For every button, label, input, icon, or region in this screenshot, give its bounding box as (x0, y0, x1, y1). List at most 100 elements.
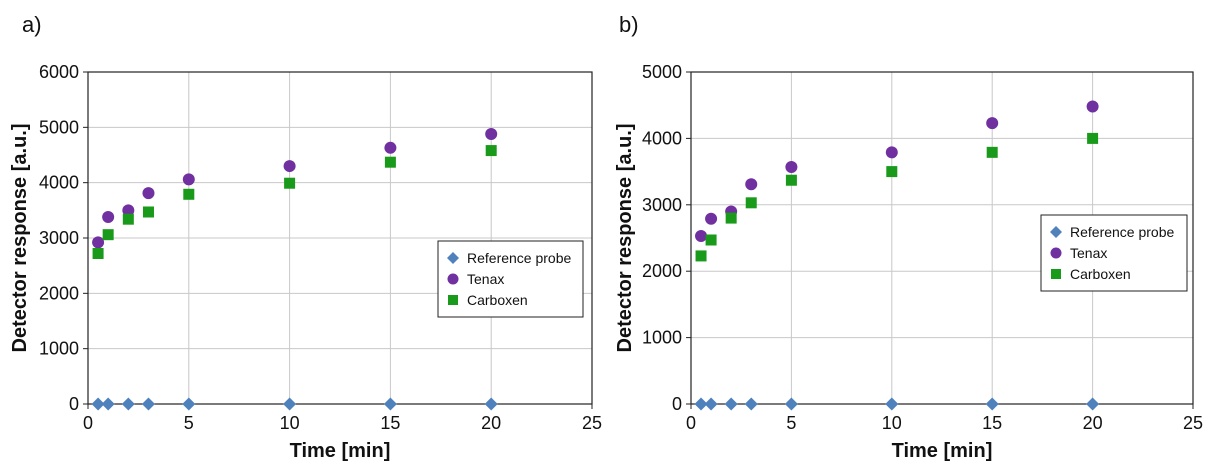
legend-label: Reference probe (467, 250, 572, 266)
x-tick-label: 0 (83, 413, 93, 433)
x-tick-label: 15 (380, 413, 400, 433)
data-point (92, 236, 105, 249)
legend-box (437, 240, 584, 318)
y-tick-label: 2000 (642, 261, 682, 281)
data-point (986, 117, 999, 130)
y-tick-label: 4000 (39, 173, 79, 193)
data-point (724, 397, 738, 411)
x-tick-label: 5 (786, 413, 796, 433)
y-tick-label: 1000 (642, 328, 682, 348)
plot-frame (690, 71, 1194, 405)
data-point (986, 146, 998, 158)
data-point (745, 178, 758, 191)
x-tick-label: 15 (982, 413, 1002, 433)
y-tick-label: 3000 (642, 195, 682, 215)
x-tick-label: 25 (1183, 413, 1203, 433)
data-point (91, 397, 105, 411)
data-point (785, 174, 797, 186)
y-axis-title: Detector response [a.u.] (614, 124, 636, 353)
series-carboxen (695, 132, 1099, 262)
x-axis-title: Time [min] (290, 440, 391, 462)
legend-marker (1050, 226, 1062, 238)
series-carboxen (92, 145, 497, 259)
legend-marker (447, 273, 459, 285)
data-point (183, 188, 195, 200)
y-tick-label: 2000 (39, 283, 79, 303)
legend-marker (448, 295, 458, 305)
legend: Reference probe Tenax Carboxen (437, 240, 584, 318)
data-point (1086, 397, 1100, 411)
panel-label-b: b) (619, 12, 639, 37)
series-reference-probe (694, 397, 1100, 411)
x-tick-label: 25 (582, 413, 602, 433)
data-point (283, 160, 296, 173)
y-tick-label: 5000 (642, 62, 682, 82)
data-point (102, 210, 115, 223)
x-tick-label: 20 (1083, 413, 1103, 433)
data-point (705, 234, 717, 246)
series-tenax (695, 100, 1099, 243)
series-reference-probe (91, 397, 498, 411)
data-point (102, 229, 114, 241)
data-point (885, 146, 898, 159)
x-axis-title: Time [min] (892, 440, 993, 462)
data-point (122, 204, 135, 217)
legend-marker (1050, 247, 1062, 259)
data-point (92, 247, 104, 259)
data-point (695, 230, 708, 243)
data-point (705, 212, 718, 225)
x-tick-label: 0 (686, 413, 696, 433)
y-tick-label: 0 (672, 394, 682, 414)
data-point (182, 397, 196, 411)
data-point (694, 397, 708, 411)
data-point (182, 173, 195, 186)
legend-label: Carboxen (467, 292, 528, 308)
data-point (485, 127, 498, 140)
data-point (141, 397, 155, 411)
data-point (142, 187, 155, 200)
data-point (985, 397, 999, 411)
y-tick-label: 5000 (39, 117, 79, 137)
data-point (101, 397, 115, 411)
data-point (142, 206, 154, 218)
data-point (383, 397, 397, 411)
grid (87, 71, 593, 405)
legend-label: Tenax (1070, 245, 1107, 261)
y-tick-label: 0 (69, 394, 79, 414)
legend-label: Carboxen (1070, 266, 1131, 282)
data-point (725, 212, 737, 224)
panel-label-a: a) (22, 12, 42, 37)
data-point (704, 397, 718, 411)
y-tick-label: 1000 (39, 339, 79, 359)
y-axis-title: Detector response [a.u.] (9, 124, 31, 353)
legend-box (1040, 214, 1188, 292)
data-point (784, 397, 798, 411)
chart-a: 0 5 10 15 20 25 0 1000 2000 3000 4000 5000 6000 Time … (9, 62, 602, 462)
data-point (785, 160, 798, 173)
data-point (384, 156, 396, 168)
x-tick-label: 20 (481, 413, 501, 433)
data-point (121, 397, 135, 411)
y-tick-label: 6000 (39, 62, 79, 82)
data-point (284, 177, 296, 189)
x-tick-label: 10 (882, 413, 902, 433)
legend-label: Reference probe (1070, 224, 1175, 240)
data-point (484, 397, 498, 411)
data-point (384, 141, 397, 154)
data-point (886, 166, 898, 178)
series-tenax (92, 127, 498, 249)
data-point (283, 397, 297, 411)
data-point (1086, 100, 1099, 113)
x-tick-label: 5 (184, 413, 194, 433)
y-tick-label: 3000 (39, 228, 79, 248)
data-point (122, 213, 134, 225)
x-tick-label: 10 (280, 413, 300, 433)
legend-marker (447, 252, 459, 264)
data-point (1087, 132, 1099, 144)
data-point (744, 397, 758, 411)
y-tick-label: 4000 (642, 128, 682, 148)
chart-b: 0 5 10 15 20 25 0 1000 2000 3000 4000 5000 Time [min… (614, 62, 1203, 462)
legend: Reference probe Tenax Carboxen (1040, 214, 1188, 292)
legend-marker (1051, 269, 1061, 279)
data-point (485, 145, 497, 157)
